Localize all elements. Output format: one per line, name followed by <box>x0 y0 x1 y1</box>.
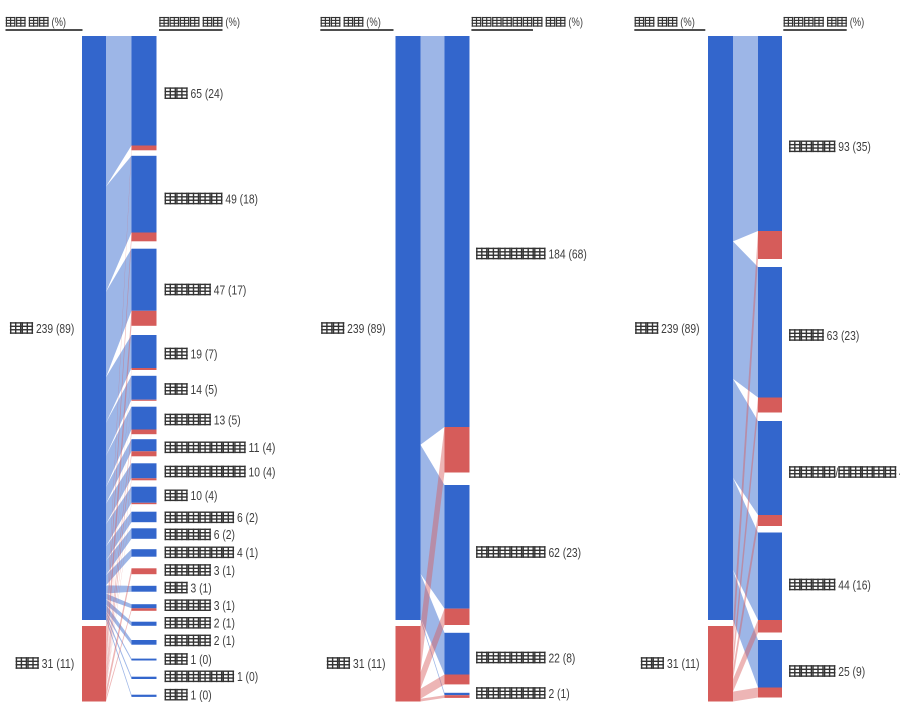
svg-text:10 (4): 10 (4) <box>191 488 218 503</box>
svg-text:1 (0): 1 (0) <box>191 688 212 703</box>
svg-text:(%): (%) <box>568 15 583 29</box>
svg-text:14 (5): 14 (5) <box>191 382 218 397</box>
svg-text:(%): (%) <box>850 15 865 29</box>
svg-text:239 (89): 239 (89) <box>347 321 385 336</box>
svg-text:22 (8): 22 (8) <box>548 650 575 665</box>
svg-text:4 (1): 4 (1) <box>237 545 258 560</box>
svg-text:93 (35): 93 (35) <box>838 139 871 154</box>
svg-text:31 (11): 31 (11) <box>42 656 75 671</box>
svg-text:25 (9): 25 (9) <box>838 664 865 679</box>
svg-text:63 (23): 63 (23) <box>827 328 860 343</box>
svg-text:11 (4): 11 (4) <box>249 440 276 455</box>
svg-text:(%): (%) <box>52 15 67 29</box>
svg-text:/: / <box>835 465 838 480</box>
svg-text:13 (5): 13 (5) <box>214 412 241 427</box>
svg-text:239 (89): 239 (89) <box>661 321 699 336</box>
svg-text:239 (89): 239 (89) <box>36 321 74 336</box>
svg-text:2 (1): 2 (1) <box>214 616 235 631</box>
svg-text:65 (24): 65 (24) <box>191 86 224 101</box>
svg-text:3 (1): 3 (1) <box>191 580 212 595</box>
svg-text:10 (4): 10 (4) <box>249 464 276 479</box>
svg-text:(%): (%) <box>366 15 381 29</box>
svg-text:44 (16): 44 (16) <box>838 577 871 592</box>
svg-text:6 (2): 6 (2) <box>237 510 258 525</box>
svg-text:62 (23): 62 (23) <box>548 545 581 560</box>
svg-text:1 (0): 1 (0) <box>237 669 258 684</box>
svg-text:(%): (%) <box>680 15 695 29</box>
svg-text:2 (1): 2 (1) <box>548 686 569 701</box>
svg-text:6 (2): 6 (2) <box>214 527 235 542</box>
svg-text:49 (18): 49 (18) <box>225 191 258 206</box>
svg-text:2 (1): 2 (1) <box>214 633 235 648</box>
svg-text:47 (17): 47 (17) <box>214 282 247 297</box>
svg-text:3 (1): 3 (1) <box>214 598 235 613</box>
svg-text:1 (0): 1 (0) <box>191 652 212 667</box>
svg-text:31 (11): 31 (11) <box>353 656 386 671</box>
svg-text:184 (68): 184 (68) <box>548 246 586 261</box>
svg-text:3 (1): 3 (1) <box>214 563 235 578</box>
svg-text:19 (7): 19 (7) <box>191 346 218 361</box>
svg-text:(%): (%) <box>225 15 240 29</box>
svg-text:31 (11): 31 (11) <box>667 656 700 671</box>
